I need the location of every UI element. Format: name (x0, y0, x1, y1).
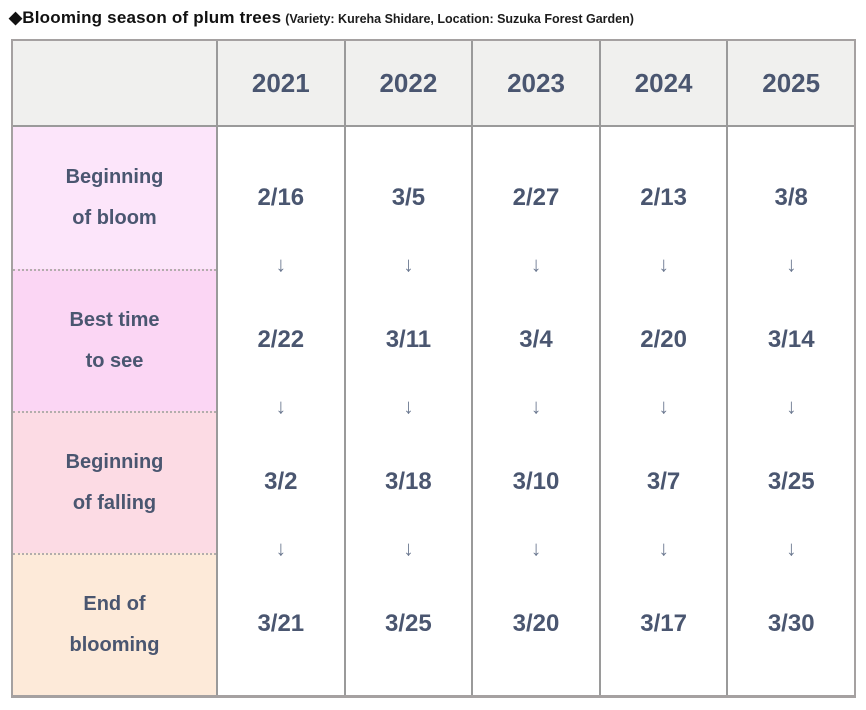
year-header-2023: 2023 (471, 41, 599, 127)
page-title: ◆Blooming season of plum trees (Variety: … (9, 8, 856, 28)
year-column-2021: 2/16 2/22 3/2 3/21 ↓ ↓ ↓ (216, 127, 344, 695)
date-value: 2/13 (640, 184, 687, 211)
date-value: 3/8 (774, 184, 808, 211)
title-sub: (Variety: Kureha Shidare, Location: Suzu… (285, 12, 634, 26)
title-main: ◆Blooming season of plum trees (9, 8, 282, 27)
cell-2024-end-of-blooming: 3/17 (601, 553, 727, 695)
date-value: 3/10 (512, 468, 560, 495)
date-value: 3/20 (512, 610, 560, 637)
date-value: 3/7 (646, 468, 681, 495)
date-value: 3/14 (767, 326, 815, 353)
row-label-beginning-of-bloom: Beginning of bloom (13, 127, 216, 269)
year-column-2024: 2/13 2/20 3/7 3/17 ↓ ↓ ↓ (598, 127, 727, 695)
date-value: 3/11 (385, 326, 432, 353)
cell-2021-end-of-blooming: 3/21 (218, 553, 344, 695)
table-corner-cell (13, 41, 216, 127)
date-value: 2/16 (257, 184, 305, 211)
bloom-season-table: 2021 2022 2023 2024 2025 Beginning of bl… (11, 39, 856, 698)
row-label-end-of-blooming: End of blooming (13, 553, 216, 695)
year-column-2022: 3/5 3/11 3/18 3/25 ↓ ↓ ↓ (343, 127, 472, 695)
cell-2022-beginning-of-bloom: 3/5 (346, 127, 472, 269)
date-value: 3/5 (391, 184, 426, 211)
year-header-2024: 2024 (598, 41, 727, 127)
row-label-best-time-to-see: Best time to see (13, 269, 216, 411)
cell-2021-best-time-to-see: 2/22 (218, 269, 344, 411)
cell-2023-beginning-of-bloom: 2/27 (473, 127, 599, 269)
cell-2023-beginning-of-falling: 3/10 (473, 411, 599, 553)
date-value: 3/2 (264, 468, 298, 495)
year-header-2025: 2025 (726, 41, 854, 127)
cell-2025-best-time-to-see: 3/14 (728, 269, 854, 411)
cell-2024-best-time-to-see: 2/20 (601, 269, 727, 411)
cell-2022-beginning-of-falling: 3/18 (346, 411, 472, 553)
date-value: 3/25 (767, 468, 815, 495)
cell-2023-best-time-to-see: 3/4 (473, 269, 599, 411)
cell-2022-best-time-to-see: 3/11 (346, 269, 472, 411)
cell-2023-end-of-blooming: 3/20 (473, 553, 599, 695)
date-value: 3/4 (519, 326, 553, 353)
date-value: 3/17 (640, 610, 687, 637)
date-value: 3/30 (767, 610, 815, 637)
cell-2024-beginning-of-bloom: 2/13 (601, 127, 727, 269)
cell-2022-end-of-blooming: 3/25 (346, 553, 472, 695)
date-value: 2/27 (512, 184, 560, 211)
year-header-2022: 2022 (343, 41, 472, 127)
cell-2025-beginning-of-falling: 3/25 (728, 411, 854, 553)
date-value: 3/21 (257, 610, 305, 637)
date-value: 3/18 (385, 468, 432, 495)
year-header-2021: 2021 (216, 41, 344, 127)
date-value: 3/25 (385, 610, 432, 637)
cell-2025-end-of-blooming: 3/30 (728, 553, 854, 695)
row-label-beginning-of-falling: Beginning of falling (13, 411, 216, 553)
cell-2021-beginning-of-falling: 3/2 (218, 411, 344, 553)
year-column-2025: 3/8 3/14 3/25 3/30 ↓ ↓ ↓ (726, 127, 854, 695)
cell-2021-beginning-of-bloom: 2/16 (218, 127, 344, 269)
cell-2024-beginning-of-falling: 3/7 (601, 411, 727, 553)
date-value: 2/22 (257, 326, 305, 353)
year-column-2023: 2/27 3/4 3/10 3/20 ↓ ↓ ↓ (471, 127, 599, 695)
date-value: 2/20 (640, 326, 687, 353)
cell-2025-beginning-of-bloom: 3/8 (728, 127, 854, 269)
